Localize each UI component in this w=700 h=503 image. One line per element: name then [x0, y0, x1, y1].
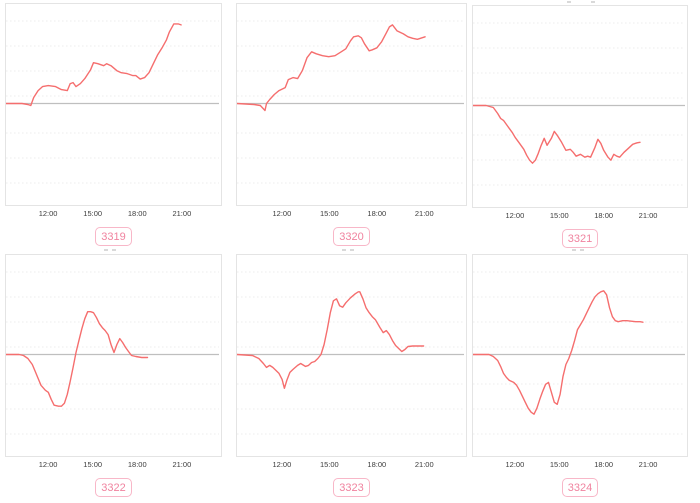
chart-cell-3: 12:00 15:00 18:00 21:00 3321 — [472, 5, 688, 248]
series-line — [6, 23, 182, 107]
x-tick-label: 15:00 — [549, 211, 569, 220]
x-tick-label: 12:00 — [505, 211, 525, 220]
chart-badge[interactable]: 3319 — [95, 227, 132, 246]
x-axis: 12:00 15:00 18:00 21:00 — [5, 457, 222, 477]
badge-row: 3320 — [236, 227, 467, 246]
x-tick-label: 18:00 — [367, 209, 387, 218]
chart-badge[interactable]: 3322 — [95, 478, 132, 497]
x-tick-label: 21:00 — [172, 209, 192, 218]
x-tick-label: 21:00 — [638, 460, 658, 469]
badge-row: 3323 — [236, 478, 467, 497]
x-tick-label: 18:00 — [367, 460, 387, 469]
line-chart-plot — [472, 5, 688, 208]
x-axis: 12:00 15:00 18:00 21:00 — [472, 457, 688, 477]
chart-svg — [237, 271, 464, 435]
series-line — [6, 311, 149, 407]
x-tick-label: 15:00 — [83, 460, 103, 469]
line-chart-plot — [236, 3, 467, 206]
cropped-text-artifact — [567, 1, 571, 3]
chart-svg — [473, 22, 685, 186]
x-tick-label: 21:00 — [414, 460, 434, 469]
chart-svg — [237, 20, 464, 184]
x-tick-label: 12:00 — [272, 209, 292, 218]
x-tick-label: 18:00 — [594, 460, 614, 469]
x-tick-label: 18:00 — [127, 209, 147, 218]
line-chart-plot — [5, 254, 222, 457]
x-tick-label: 18:00 — [594, 211, 614, 220]
x-tick-label: 15:00 — [319, 209, 339, 218]
badge-row: 3319 — [5, 227, 222, 246]
x-tick-label: 12:00 — [38, 460, 58, 469]
chart-svg — [473, 271, 685, 435]
x-axis: 12:00 15:00 18:00 21:00 — [236, 206, 467, 226]
badge-row: 3322 — [5, 478, 222, 497]
chart-cell-2: 12:00 15:00 18:00 21:00 3320 — [236, 3, 467, 246]
x-tick-label: 21:00 — [638, 211, 658, 220]
line-chart-plot — [236, 254, 467, 457]
chart-cell-5: 12:00 15:00 18:00 21:00 3323 — [236, 254, 467, 497]
cropped-text-artifact — [350, 249, 354, 251]
cropped-text-artifact — [580, 249, 584, 251]
chart-badge[interactable]: 3324 — [561, 478, 599, 497]
series-line — [237, 24, 426, 112]
series-line — [237, 291, 425, 390]
chart-badge[interactable]: 3320 — [333, 227, 370, 246]
badge-row: 3324 — [472, 478, 688, 497]
x-tick-label: 21:00 — [172, 460, 192, 469]
x-tick-label: 15:00 — [83, 209, 103, 218]
x-tick-label: 18:00 — [127, 460, 147, 469]
cropped-text-artifact — [112, 249, 116, 251]
x-tick-label: 15:00 — [549, 460, 569, 469]
line-chart-plot — [5, 3, 222, 206]
x-axis: 12:00 15:00 18:00 21:00 — [236, 457, 467, 477]
badge-row: 3321 — [472, 229, 688, 248]
x-tick-label: 12:00 — [38, 209, 58, 218]
series-line — [473, 104, 641, 164]
x-tick-label: 12:00 — [505, 460, 525, 469]
chart-svg — [6, 271, 219, 435]
chart-cell-4: 12:00 15:00 18:00 21:00 3322 — [5, 254, 222, 497]
line-chart-plot — [472, 254, 688, 457]
series-line — [473, 290, 644, 415]
chart-badge[interactable]: 3321 — [561, 229, 599, 248]
x-tick-label: 12:00 — [272, 460, 292, 469]
x-tick-label: 21:00 — [414, 209, 434, 218]
chart-cell-6: 12:00 15:00 18:00 21:00 3324 — [472, 254, 688, 497]
chart-svg — [6, 20, 219, 184]
x-tick-label: 15:00 — [319, 460, 339, 469]
cropped-text-artifact — [572, 249, 576, 251]
x-axis: 12:00 15:00 18:00 21:00 — [472, 208, 688, 228]
cropped-text-artifact — [591, 1, 595, 3]
chart-cell-1: 12:00 15:00 18:00 21:00 3319 — [5, 3, 222, 246]
cropped-text-artifact — [104, 249, 108, 251]
cropped-text-artifact — [342, 249, 346, 251]
chart-badge[interactable]: 3323 — [333, 478, 370, 497]
x-axis: 12:00 15:00 18:00 21:00 — [5, 206, 222, 226]
